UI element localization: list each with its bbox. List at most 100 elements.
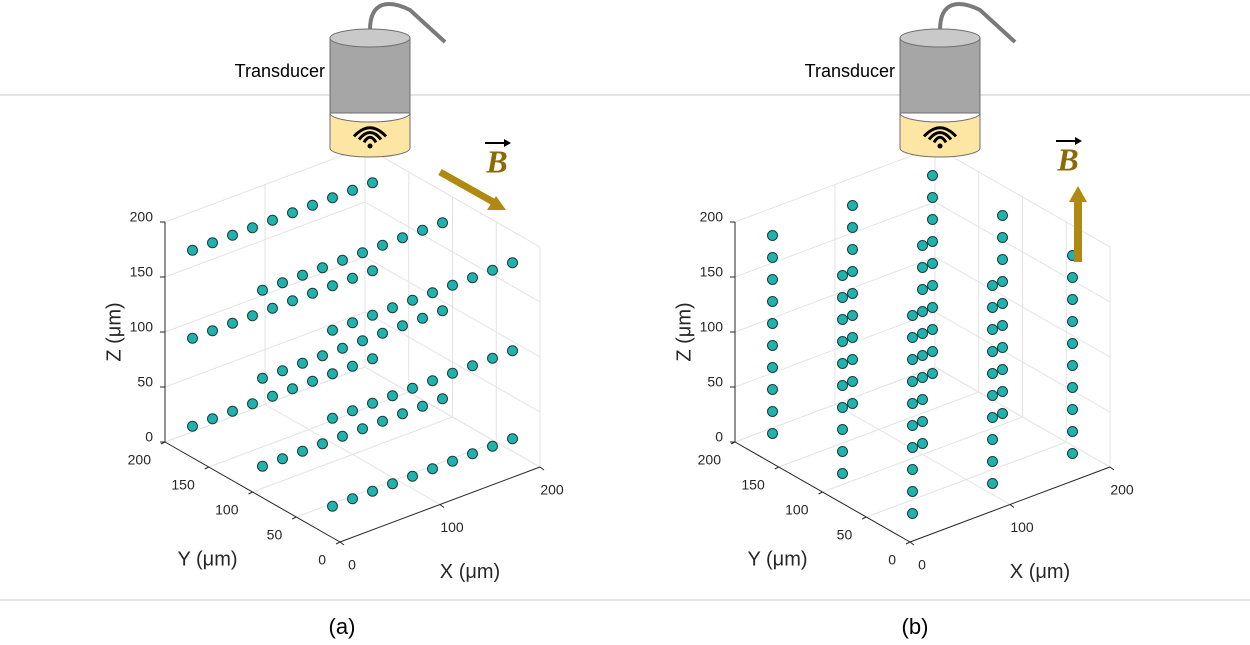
particle [288,384,298,394]
particle [398,409,408,419]
particle [988,347,998,357]
x-tick-label: 100 [1010,519,1034,535]
particle [268,215,278,225]
y-tick-label: 150 [741,477,765,493]
particle [228,230,238,240]
particle [998,299,1008,309]
particle [998,277,1008,287]
particle [468,273,478,283]
particle [468,449,478,459]
grid-line [209,392,409,467]
particle [208,414,218,424]
particle [848,333,858,343]
particle [908,311,918,321]
z-tick-label: 0 [145,429,153,445]
particle [418,401,428,411]
particle [918,417,928,427]
z-tick-label: 100 [130,319,154,335]
particle [1068,449,1078,459]
y-axis-label: Y (μm) [177,548,237,570]
particle [248,311,258,321]
y-tick [819,492,823,494]
y-tick [906,542,910,544]
particle [918,285,928,295]
particle [378,416,388,426]
z-tick-label: 150 [130,264,154,280]
particle [438,394,448,404]
particle [328,413,338,423]
particle [998,321,1008,331]
y-tick-label: 100 [215,502,239,518]
particle [428,376,438,386]
particle [1068,295,1078,305]
y-axis-label: Y (μm) [747,548,807,570]
particle [488,265,498,275]
wave-icon [368,144,373,149]
particle [908,487,918,497]
transducer: Transducer [235,4,445,157]
particle [348,361,358,371]
particle [928,259,938,269]
particle [988,391,998,401]
particle [1068,383,1078,393]
particle [248,399,258,409]
field-arrow-head [1069,186,1087,202]
particle [328,501,338,511]
particle [908,421,918,431]
particle [768,363,778,373]
particle [398,321,408,331]
particle [208,326,218,336]
particle [368,398,378,408]
x-tick [440,505,444,508]
particle [448,456,458,466]
y-tick-label: 200 [128,452,152,468]
particle [998,233,1008,243]
particle [918,373,928,383]
x-tick [1110,467,1114,470]
particle [358,248,368,258]
x-tick-label: 200 [1110,482,1134,498]
particle [908,355,918,365]
y-tick-label: 50 [837,527,853,543]
particle [348,185,358,195]
particle [768,319,778,329]
particle [988,281,998,291]
particle [288,296,298,306]
particle [1068,427,1078,437]
particle [918,439,928,449]
particle [918,351,928,361]
particle [278,454,288,464]
particle [468,361,478,371]
particle [328,281,338,291]
particle [768,341,778,351]
particle [928,369,938,379]
y-tick [336,542,340,544]
particle [258,285,268,295]
particle [908,377,918,387]
particle [188,333,198,343]
particle [278,278,288,288]
particle [848,223,858,233]
particle [928,193,938,203]
particle [998,211,1008,221]
particle [838,425,848,435]
particle [848,355,858,365]
y-tick-label: 0 [318,552,326,568]
z-axis-label: Z (μm) [103,302,125,361]
particle [768,231,778,241]
particle [1068,273,1078,283]
particle [268,303,278,313]
particle [378,240,388,250]
particle [928,303,938,313]
particle [508,346,518,356]
particle [918,329,928,339]
particle [258,461,268,471]
particle [308,200,318,210]
particle [318,263,328,273]
particle [368,486,378,496]
particle [398,233,408,243]
particle [188,421,198,431]
x-tick [340,542,344,545]
particle [278,366,288,376]
particle [508,434,518,444]
